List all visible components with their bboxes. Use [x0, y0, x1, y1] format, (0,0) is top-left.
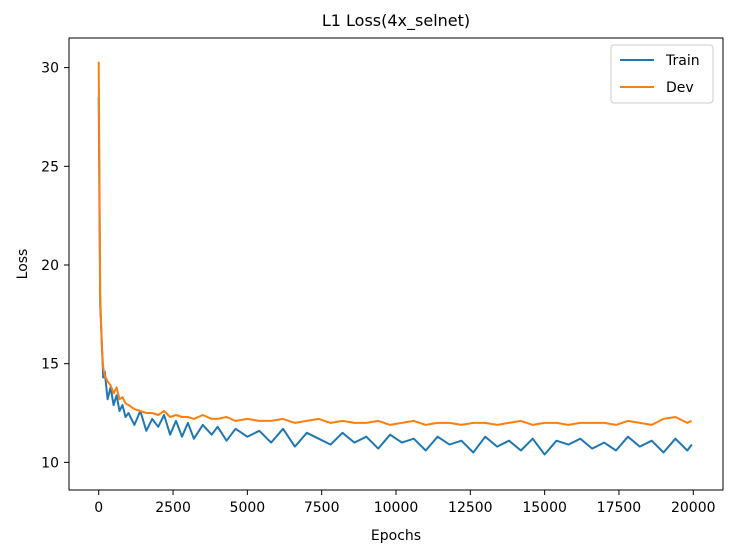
x-tick-label: 12500 [448, 500, 493, 516]
x-tick-label: 7500 [304, 500, 340, 516]
plot-area [97, 61, 693, 456]
x-tick-label: 17500 [597, 500, 642, 516]
y-tick-label: 25 [41, 159, 59, 175]
x-tick-label: 20000 [671, 500, 716, 516]
y-axis-label: Loss [15, 249, 31, 280]
legend-label-train: Train [665, 53, 700, 69]
x-tick-label: 15000 [522, 500, 567, 516]
legend-label-dev: Dev [666, 80, 694, 96]
x-tick-label: 0 [94, 500, 103, 516]
legend: Train Dev [610, 44, 714, 104]
chart-title: L1 Loss(4x_selnet) [322, 11, 470, 31]
x-axis-label: Epochs [371, 528, 421, 544]
plot-frame [68, 37, 724, 491]
y-tick-label: 10 [41, 455, 59, 471]
x-tick-label: 5000 [230, 500, 266, 516]
axis-ticks: 0 2500 5000 7500 10000 12500 15000 17500 20000 10… [41, 61, 715, 516]
y-tick-label: 20 [41, 258, 59, 274]
series-line-dev [97, 61, 693, 426]
x-tick-label: 2500 [155, 500, 191, 516]
x-tick-label: 10000 [374, 500, 419, 516]
series-line-train [97, 97, 693, 456]
y-tick-label: 30 [41, 61, 59, 77]
y-tick-label: 15 [41, 357, 59, 373]
